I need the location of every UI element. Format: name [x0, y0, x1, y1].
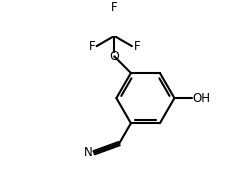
- Text: N: N: [84, 146, 92, 159]
- Text: F: F: [133, 40, 140, 53]
- Text: O: O: [109, 50, 119, 63]
- Text: F: F: [88, 40, 95, 53]
- Text: F: F: [111, 1, 117, 14]
- Text: OH: OH: [193, 92, 210, 105]
